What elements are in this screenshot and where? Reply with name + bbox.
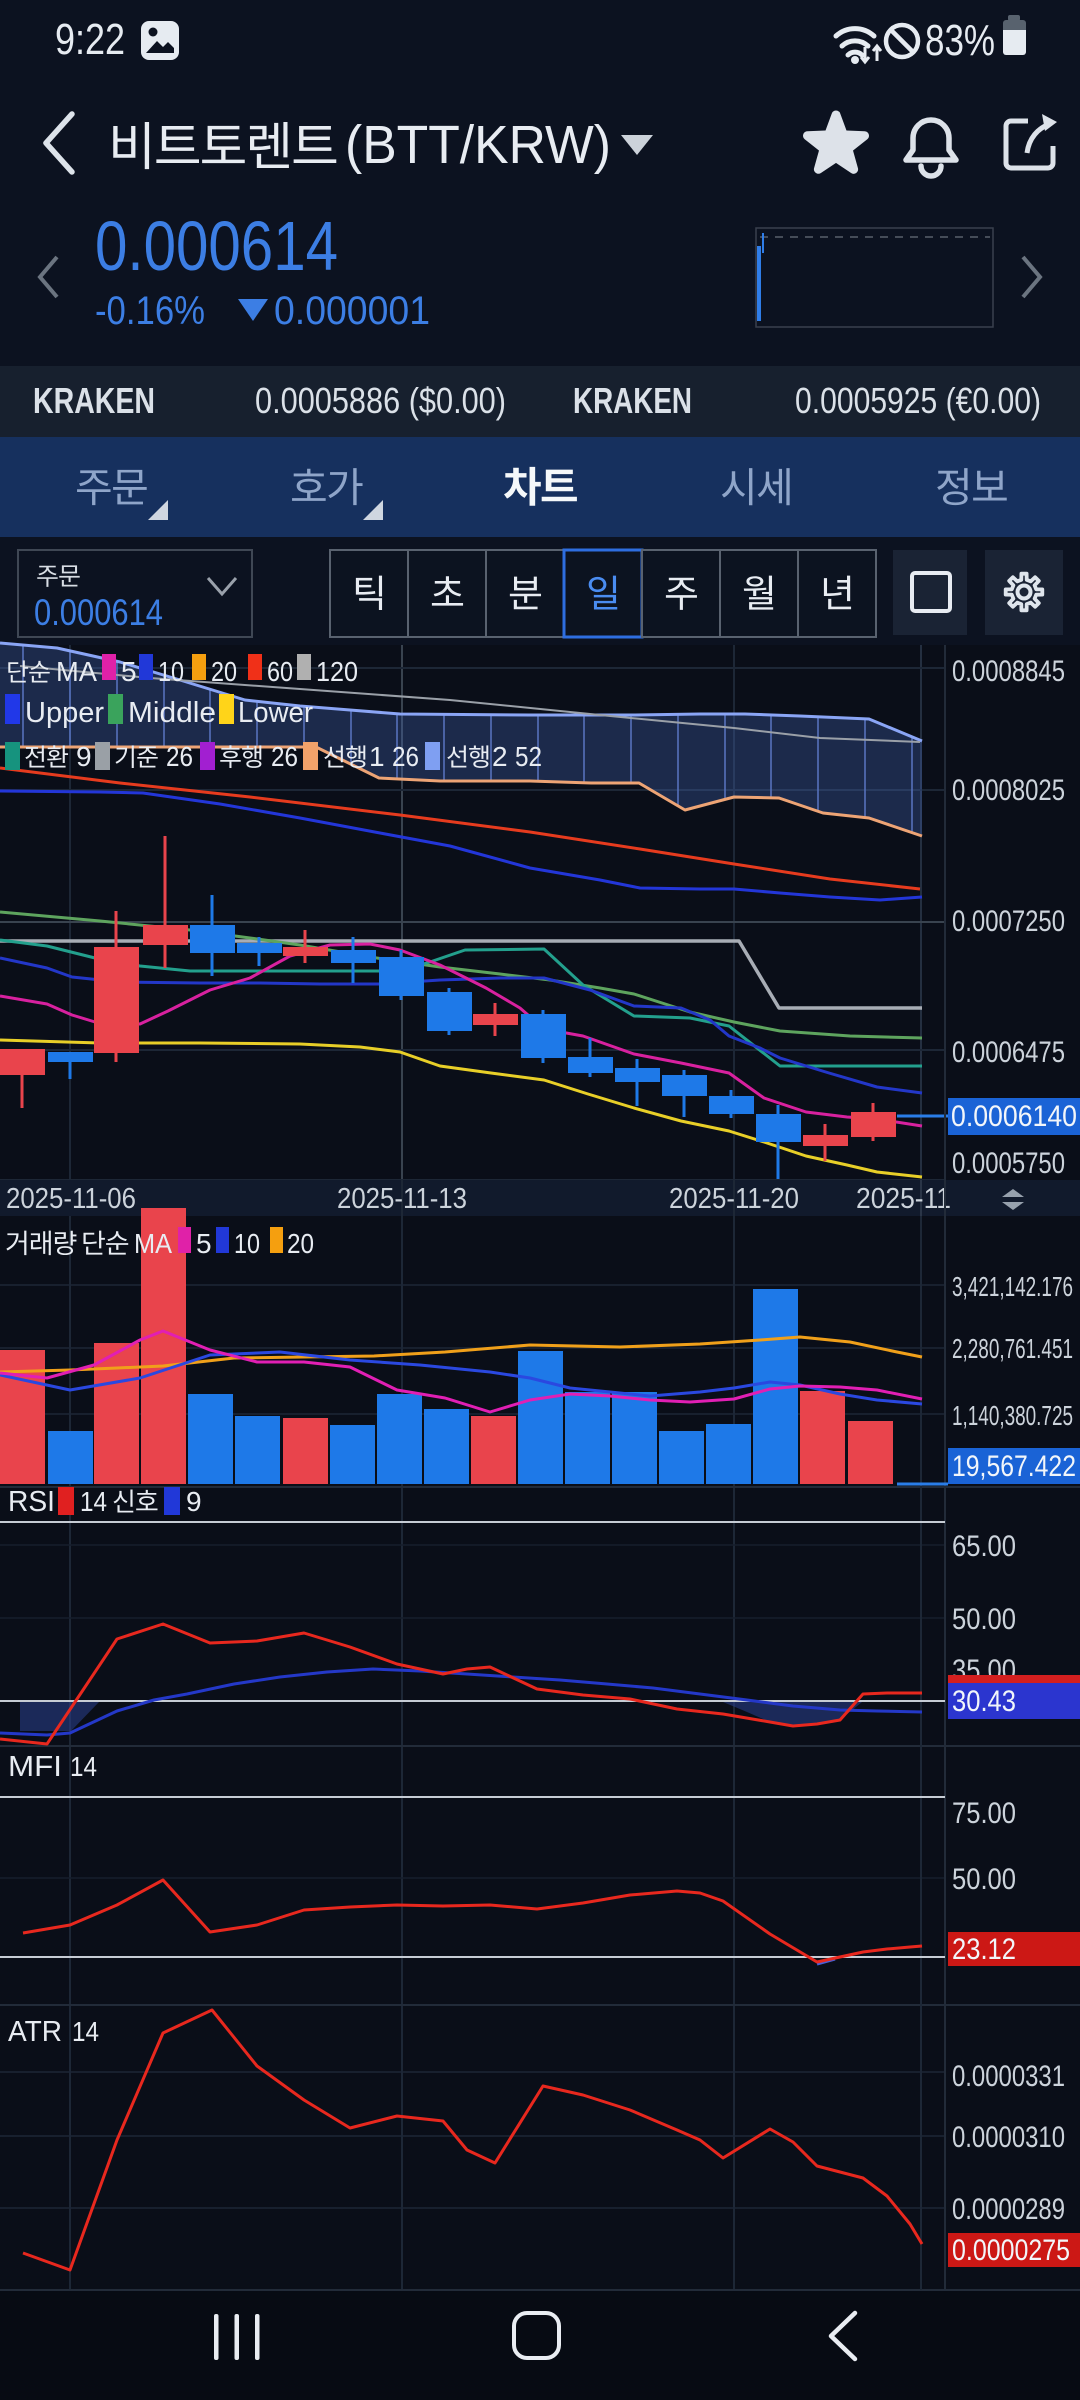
svg-text:50.00: 50.00 xyxy=(952,1603,1016,1636)
svg-text:Upper: Upper xyxy=(25,697,104,729)
svg-text:14: 14 xyxy=(80,1486,107,1517)
svg-text:83%: 83% xyxy=(925,16,995,65)
svg-text:10: 10 xyxy=(234,1228,260,1259)
svg-text:3,421,142.176: 3,421,142.176 xyxy=(952,1271,1073,1302)
svg-text:1,140,380.725: 1,140,380.725 xyxy=(952,1400,1073,1431)
svg-text:23.12: 23.12 xyxy=(952,1933,1016,1966)
svg-text:0.0000289: 0.0000289 xyxy=(952,2193,1065,2226)
svg-text:0.0007250: 0.0007250 xyxy=(952,905,1065,938)
svg-text:26: 26 xyxy=(271,741,298,772)
svg-text:MFI: MFI xyxy=(8,1751,62,1783)
svg-text:0.0000275: 0.0000275 xyxy=(952,2234,1070,2267)
svg-text:1: 1 xyxy=(369,741,385,772)
svg-text:(BTT/KRW): (BTT/KRW) xyxy=(345,115,611,175)
svg-text:2025-11: 2025-11 xyxy=(856,1183,951,1215)
svg-text:26: 26 xyxy=(392,741,419,772)
svg-text:0.0005886 ($0.00): 0.0005886 ($0.00) xyxy=(255,380,506,421)
svg-text:2025-11-06: 2025-11-06 xyxy=(6,1183,136,1215)
svg-text:26: 26 xyxy=(166,741,193,772)
svg-text:RSI: RSI xyxy=(8,1486,55,1518)
svg-text:0.0000331: 0.0000331 xyxy=(952,2060,1065,2093)
svg-text:0.0000310: 0.0000310 xyxy=(952,2121,1065,2154)
svg-text:0.0005925 (€0.00): 0.0005925 (€0.00) xyxy=(795,380,1041,421)
svg-text:MA: MA xyxy=(56,656,97,687)
svg-text:ATR: ATR xyxy=(8,2016,62,2048)
svg-text:10: 10 xyxy=(158,656,184,687)
svg-text:9: 9 xyxy=(186,1486,202,1517)
svg-text:9:22: 9:22 xyxy=(55,15,125,64)
svg-text:2: 2 xyxy=(492,741,508,772)
svg-text:75.00: 75.00 xyxy=(952,1797,1016,1830)
svg-text:19,567.422: 19,567.422 xyxy=(952,1450,1076,1483)
svg-text:Middle: Middle xyxy=(128,697,216,729)
svg-text:5: 5 xyxy=(196,1228,212,1259)
svg-text:60: 60 xyxy=(267,656,293,687)
svg-text:0.0008025: 0.0008025 xyxy=(952,774,1065,807)
svg-text:20: 20 xyxy=(287,1228,314,1259)
svg-text:65.00: 65.00 xyxy=(952,1530,1016,1563)
svg-text:9: 9 xyxy=(76,741,92,772)
svg-text:0.0006140: 0.0006140 xyxy=(951,1100,1077,1133)
svg-text:52: 52 xyxy=(515,741,542,772)
svg-text:0.0005750: 0.0005750 xyxy=(952,1147,1065,1180)
svg-text:20: 20 xyxy=(211,656,237,687)
svg-text:MA: MA xyxy=(134,1228,172,1259)
svg-text:-0.16%: -0.16% xyxy=(95,289,205,333)
svg-text:5: 5 xyxy=(121,656,137,687)
svg-text:0.000614: 0.000614 xyxy=(34,592,163,633)
svg-text:0.000001: 0.000001 xyxy=(274,289,430,333)
svg-text:2025-11-20: 2025-11-20 xyxy=(669,1183,799,1215)
svg-text:120: 120 xyxy=(316,656,358,687)
svg-text:KRAKEN: KRAKEN xyxy=(33,380,155,421)
svg-text:0.000614: 0.000614 xyxy=(95,207,338,285)
svg-text:2,280,761.451: 2,280,761.451 xyxy=(952,1333,1073,1364)
svg-text:30.43: 30.43 xyxy=(952,1685,1016,1718)
svg-text:Lower: Lower xyxy=(238,697,313,729)
svg-text:14: 14 xyxy=(70,1751,97,1782)
svg-text:0.0006475: 0.0006475 xyxy=(952,1036,1065,1069)
svg-text:0.0008845: 0.0008845 xyxy=(952,655,1065,688)
svg-text:2025-11-13: 2025-11-13 xyxy=(337,1183,467,1215)
svg-text:14: 14 xyxy=(72,2016,99,2047)
svg-text:KRAKEN: KRAKEN xyxy=(573,380,692,421)
svg-text:50.00: 50.00 xyxy=(952,1863,1016,1896)
